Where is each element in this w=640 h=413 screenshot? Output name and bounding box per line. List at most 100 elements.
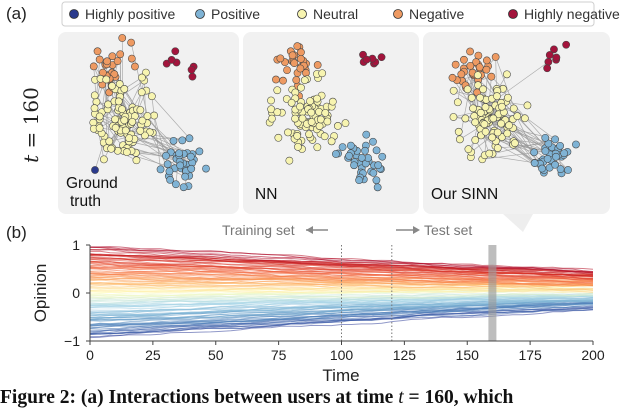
node (290, 59, 299, 67)
subplot-label: NN (255, 186, 277, 203)
node (530, 159, 539, 167)
node (556, 141, 565, 150)
node (373, 183, 382, 192)
nodes (89, 34, 210, 192)
legend-entry: Neutral (297, 6, 358, 22)
node (296, 102, 304, 111)
callout-pointer (503, 214, 533, 232)
node (572, 140, 580, 149)
node (116, 50, 125, 59)
legend-marker (69, 9, 79, 19)
opinion-line (90, 249, 593, 276)
node (188, 72, 197, 81)
node (550, 45, 558, 54)
node (121, 126, 130, 135)
y-axis-label: Opinion (31, 264, 50, 323)
node (279, 76, 287, 85)
node (520, 114, 529, 123)
node (138, 116, 147, 125)
node (137, 88, 146, 97)
node (150, 111, 159, 120)
node (551, 160, 559, 169)
node (315, 122, 324, 130)
node (485, 149, 494, 158)
node (482, 56, 491, 65)
node (497, 119, 506, 128)
node (114, 97, 123, 106)
caption-prefix: Figure 2: (a) Interactions between users… (0, 387, 399, 408)
opinion-line (90, 254, 593, 273)
node (132, 156, 141, 165)
node (111, 123, 120, 132)
node (113, 57, 122, 65)
node (476, 108, 485, 117)
x-tick-label: 0 (86, 347, 94, 363)
caption-variable: t (398, 387, 404, 408)
node (372, 176, 381, 185)
node (179, 183, 188, 192)
node (361, 146, 369, 155)
node (471, 136, 480, 144)
node (510, 139, 519, 147)
node (471, 118, 480, 127)
edge (513, 108, 556, 140)
node (481, 103, 490, 111)
node (489, 114, 498, 123)
node (138, 73, 146, 82)
node (493, 92, 501, 101)
node (171, 180, 180, 189)
opinion-line (90, 287, 593, 293)
node (305, 130, 313, 139)
node (169, 136, 178, 145)
node (163, 160, 172, 169)
scatter-nn (265, 42, 387, 192)
legend-label: Highly negative (524, 6, 620, 22)
node (291, 114, 299, 123)
y-tick-label: 1 (72, 237, 80, 253)
edge (513, 144, 546, 152)
node (313, 61, 322, 69)
legend-entry: Highly positive (69, 6, 175, 22)
subplot-label: Our SINN (431, 186, 498, 203)
node (473, 71, 482, 80)
node (102, 75, 111, 84)
node (131, 62, 139, 71)
node (128, 117, 137, 126)
node (463, 85, 472, 94)
edge (496, 95, 553, 153)
node (541, 133, 550, 142)
node (480, 120, 489, 129)
node (178, 136, 187, 145)
node (327, 137, 336, 146)
node (509, 104, 518, 113)
node (127, 54, 136, 63)
node (187, 164, 196, 173)
node (545, 51, 554, 59)
node (338, 143, 347, 151)
node (474, 51, 483, 60)
node (276, 54, 285, 63)
node (560, 149, 568, 158)
node (457, 70, 466, 79)
node (543, 155, 552, 163)
legend-marker (297, 9, 307, 19)
node (562, 40, 571, 49)
node (491, 53, 500, 61)
node (176, 161, 185, 170)
node (181, 172, 190, 181)
legend-entry: Positive (195, 6, 260, 22)
node (362, 55, 371, 64)
node (350, 161, 358, 170)
x-tick-label: 200 (581, 347, 605, 363)
node (100, 155, 108, 164)
opinion-line (90, 299, 593, 319)
node (551, 135, 559, 144)
node (556, 165, 565, 173)
node (273, 108, 282, 117)
node (369, 137, 377, 146)
node (318, 69, 327, 78)
node (469, 104, 477, 113)
node (334, 122, 342, 130)
node (454, 127, 463, 136)
